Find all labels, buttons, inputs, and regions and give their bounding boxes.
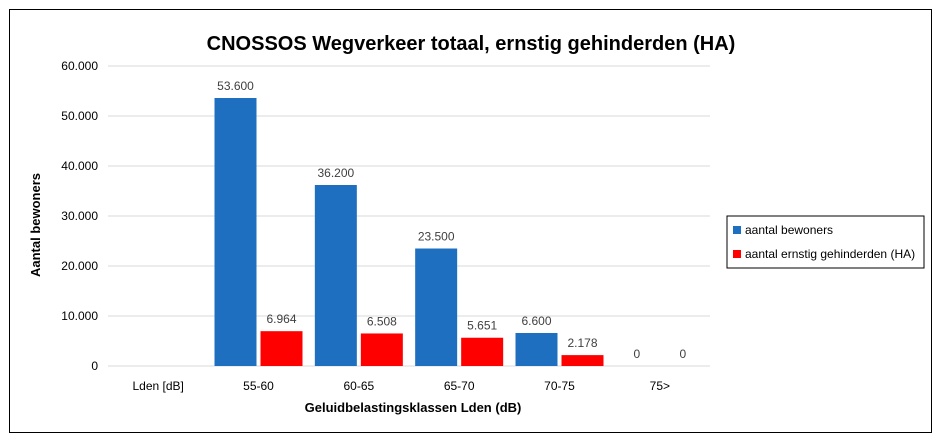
y-tick-label: 60.000: [61, 59, 98, 73]
y-tick-label: 40.000: [61, 159, 98, 173]
data-label-aantal-ernstig-gehinderden-ha-75: 0: [679, 347, 686, 361]
bar-aantal-ernstig-gehinderden-ha-55-60: [260, 331, 303, 366]
x-tick-label: 60-65: [343, 379, 374, 393]
x-tick-label: Lden [dB]: [132, 379, 183, 393]
legend-swatch-aantal-bewoners: [733, 226, 741, 234]
legend-swatch-ernstig-gehinderden: [733, 250, 741, 258]
x-tick-label: 75>: [650, 379, 670, 393]
legend-label-ernstig-gehinderden: aantal ernstig gehinderden (HA): [745, 247, 915, 261]
data-label-aantal-ernstig-gehinderden-ha-70-75: 2.178: [567, 336, 597, 350]
legend: aantal bewoners aantal ernstig gehinderd…: [726, 215, 925, 269]
bar-aantal-bewoners-60-65: [314, 185, 357, 366]
bar-aantal-bewoners-65-70: [415, 248, 458, 366]
x-tick-labels: Lden [dB] 55-60 60-65 65-70 70-75 75>: [132, 379, 670, 393]
data-label-aantal-bewoners-60-65: 36.200: [317, 166, 354, 180]
bar-chart: CNOSSOS Wegverkeer totaal, ernstig gehin…: [28, 33, 925, 415]
legend-box: [726, 215, 925, 269]
data-label-aantal-bewoners-75: 0: [633, 347, 640, 361]
x-tick-label: 65-70: [444, 379, 475, 393]
bar-aantal-ernstig-gehinderden-ha-65-70: [461, 337, 504, 366]
y-tick-label: 30.000: [61, 209, 98, 223]
bar-aantal-bewoners-55-60: [214, 98, 257, 366]
y-tick-label: 20.000: [61, 259, 98, 273]
data-label-aantal-bewoners-55-60: 53.600: [217, 79, 254, 93]
bars: [214, 98, 604, 366]
y-tick-labels: 0 10.000 20.000 30.000 40.000 50.000 60.000: [61, 59, 98, 373]
bar-aantal-bewoners-70-75: [515, 333, 558, 366]
grid-lines: [108, 65, 710, 367]
legend-label-aantal-bewoners: aantal bewoners: [745, 223, 833, 237]
bar-aantal-ernstig-gehinderden-ha-70-75: [561, 355, 604, 366]
y-tick-label: 50.000: [61, 109, 98, 123]
x-tick-label: 70-75: [544, 379, 575, 393]
data-label-aantal-ernstig-gehinderden-ha-55-60: 6.964: [266, 312, 296, 326]
bar-aantal-ernstig-gehinderden-ha-60-65: [360, 333, 403, 366]
x-tick-label: 55-60: [243, 379, 274, 393]
data-label-aantal-bewoners-70-75: 6.600: [521, 314, 551, 328]
chart-frame: CNOSSOS Wegverkeer totaal, ernstig gehin…: [9, 9, 932, 433]
data-label-aantal-ernstig-gehinderden-ha-65-70: 5.651: [467, 319, 497, 333]
data-label-aantal-ernstig-gehinderden-ha-60-65: 6.508: [367, 314, 397, 328]
chart-title: CNOSSOS Wegverkeer totaal, ernstig gehin…: [207, 33, 736, 55]
y-tick-label: 0: [91, 359, 98, 373]
x-axis-label: Geluidbelastingsklassen Lden (dB): [305, 400, 522, 415]
y-axis-label: Aantal bewoners: [28, 173, 43, 277]
data-label-aantal-bewoners-65-70: 23.500: [418, 230, 455, 244]
y-tick-label: 10.000: [61, 309, 98, 323]
data-labels: 53.600 6.964 36.200 6.508 23.500 5.651 6.600 2.…: [217, 79, 686, 361]
